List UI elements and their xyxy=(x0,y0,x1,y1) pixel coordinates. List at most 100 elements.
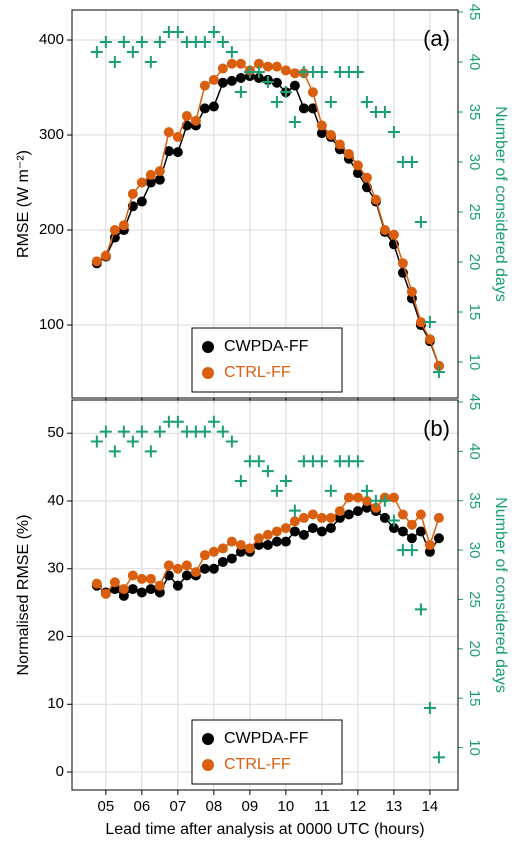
data-point xyxy=(235,73,246,84)
y2-tick-label: 10 xyxy=(466,354,483,371)
day-count-marker xyxy=(270,484,283,497)
y2-tick-label: 15 xyxy=(466,690,483,707)
x-tick-label: 05 xyxy=(98,798,115,815)
data-point xyxy=(118,220,129,231)
y2-tick-label: 20 xyxy=(466,640,483,657)
data-point xyxy=(388,492,399,503)
legend-box xyxy=(191,719,343,785)
day-count-marker xyxy=(171,26,184,38)
data-point xyxy=(127,570,138,581)
y2-tick-label: 10 xyxy=(466,739,483,756)
data-point xyxy=(316,526,327,537)
data-point xyxy=(145,573,156,584)
legend-marker xyxy=(202,733,214,745)
panel-label: (a) xyxy=(423,26,450,51)
y2-tick-label: 35 xyxy=(466,492,483,509)
day-count-marker xyxy=(423,316,436,328)
data-point xyxy=(253,58,264,69)
data-point xyxy=(145,177,156,188)
y-tick-label: 10 xyxy=(47,695,64,712)
data-point xyxy=(172,580,183,591)
data-point xyxy=(433,533,444,544)
y-tick-label: 300 xyxy=(39,126,64,143)
day-count-marker xyxy=(288,504,301,517)
data-point xyxy=(370,194,381,205)
legend-marker xyxy=(202,759,214,771)
data-point xyxy=(154,166,165,177)
data-point xyxy=(280,536,291,547)
data-point xyxy=(289,516,300,527)
day-count-marker xyxy=(108,445,121,458)
day-count-marker xyxy=(279,86,292,98)
data-point xyxy=(181,111,192,122)
data-point xyxy=(208,563,219,574)
data-point xyxy=(271,61,282,72)
data-point xyxy=(145,169,156,180)
data-point xyxy=(280,523,291,534)
y2-tick-label: 45 xyxy=(466,4,483,21)
legend-marker xyxy=(202,367,214,379)
day-count-marker xyxy=(414,603,427,616)
day-count-marker xyxy=(234,474,247,487)
day-count-marker xyxy=(423,702,436,715)
y2-tick-label: 15 xyxy=(466,304,483,321)
data-point xyxy=(199,80,210,91)
data-point xyxy=(271,526,282,537)
day-count-marker xyxy=(225,46,238,58)
day-count-marker xyxy=(90,435,103,448)
y-tick-label: 50 xyxy=(47,424,64,441)
data-point xyxy=(91,578,102,589)
day-count-marker xyxy=(405,544,418,557)
day-count-marker xyxy=(144,56,157,68)
x-tick-label: 10 xyxy=(278,798,295,815)
data-point xyxy=(298,512,309,523)
data-point xyxy=(352,160,363,171)
x-tick-label: 07 xyxy=(170,798,187,815)
data-point xyxy=(397,509,408,520)
y2-tick-label: 45 xyxy=(466,394,483,411)
data-point xyxy=(343,149,354,160)
legend-marker xyxy=(202,341,214,353)
data-point xyxy=(406,533,417,544)
data-point xyxy=(199,563,210,574)
day-count-marker xyxy=(171,415,184,428)
x-tick-label: 14 xyxy=(422,798,439,815)
y2-axis-label: Number of considered days xyxy=(492,106,509,302)
data-point xyxy=(307,87,318,98)
data-point xyxy=(289,68,300,79)
data-point xyxy=(361,172,372,183)
data-point xyxy=(325,523,336,534)
data-point xyxy=(163,570,174,581)
data-point xyxy=(100,588,111,599)
data-point xyxy=(163,127,174,138)
data-point xyxy=(370,502,381,513)
day-count-marker xyxy=(288,116,301,128)
y2-tick-label: 25 xyxy=(466,204,483,221)
data-point xyxy=(289,526,300,537)
data-point xyxy=(379,512,390,523)
x-tick-label: 12 xyxy=(350,798,367,815)
day-count-marker xyxy=(261,76,274,88)
day-count-marker xyxy=(252,66,265,78)
data-point xyxy=(217,77,228,88)
data-point xyxy=(424,334,435,345)
legend-label: CWPDA-FF xyxy=(224,338,309,355)
data-point xyxy=(352,506,363,517)
legend-label: CTRL-FF xyxy=(224,364,291,381)
data-point xyxy=(172,147,183,158)
data-point xyxy=(316,128,327,139)
day-count-marker xyxy=(117,36,130,48)
data-point xyxy=(325,512,336,523)
data-point xyxy=(217,543,228,554)
x-tick-label: 06 xyxy=(134,798,151,815)
series-line xyxy=(96,75,440,367)
data-point xyxy=(271,536,282,547)
data-point xyxy=(118,584,129,595)
y-tick-label: 0 xyxy=(56,763,64,780)
data-point xyxy=(181,560,192,571)
legend-box xyxy=(191,327,343,393)
data-point xyxy=(208,546,219,557)
data-point xyxy=(334,506,345,517)
data-point xyxy=(244,543,255,554)
